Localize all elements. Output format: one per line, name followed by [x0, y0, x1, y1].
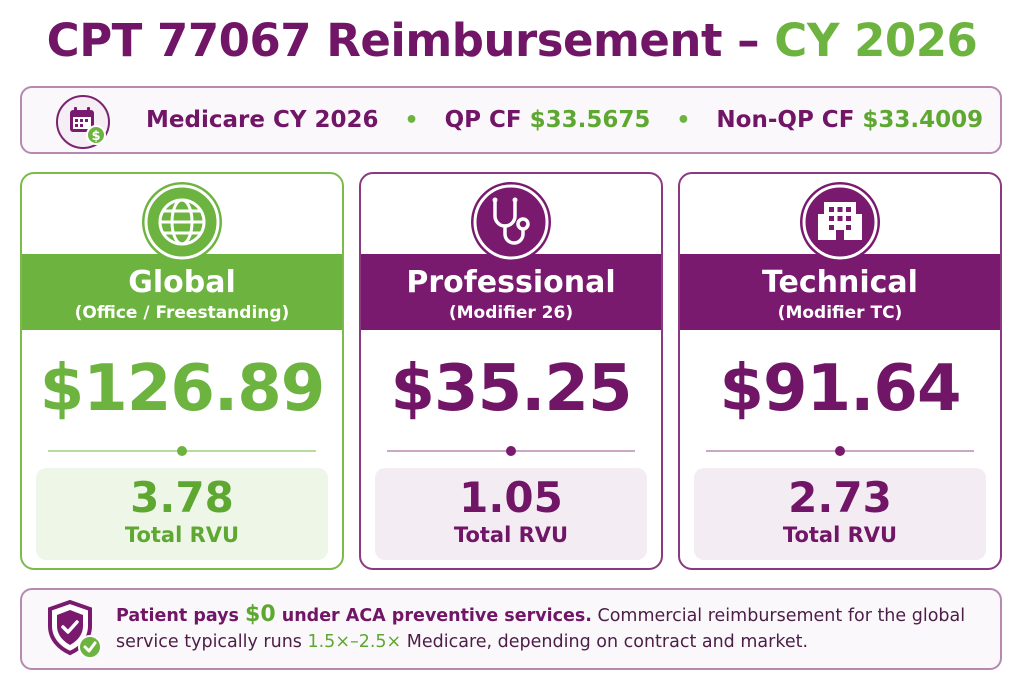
card-subtitle: (Office / Freestanding)	[74, 303, 290, 323]
separator-dot: •	[676, 107, 691, 133]
card-subtitle: (Modifier 26)	[448, 303, 574, 323]
note-body1: Commercial reimbursement for the global …	[116, 606, 966, 652]
note-body2: Medicare, depending on contract and mark…	[401, 632, 809, 652]
note-multiplier: 1.5×–2.5×	[307, 632, 402, 652]
qp-value: $33.5675	[529, 107, 651, 133]
svg-text:$: $	[91, 129, 100, 144]
rvu-box: 3.78 Total RVU	[36, 468, 328, 560]
rvu-label: Total RVU	[782, 523, 898, 547]
nonqp-label: Non-QP CF	[716, 107, 855, 133]
card-subtitle: (Modifier TC)	[777, 303, 903, 323]
rvu-value: 1.05	[459, 473, 563, 522]
shield-check-icon	[44, 598, 104, 662]
divider	[706, 446, 974, 456]
rvu-value: 2.73	[788, 473, 892, 522]
page-title: CPT 77067 Reimbursement – CY 2026	[0, 14, 1024, 67]
rvu-box: 1.05 Total RVU	[375, 468, 647, 560]
stethoscope-icon	[471, 182, 551, 262]
info-text: Medicare CY 2026 • QP CF $33.5675 • Non-…	[146, 88, 983, 152]
calendar-dollar-icon: $	[56, 95, 110, 149]
price-value: $126.89	[39, 352, 326, 426]
card-header: Professional (Modifier 26)	[361, 254, 661, 330]
note-lead2: under ACA preventive services.	[275, 606, 592, 626]
rvu-value: 3.78	[130, 473, 234, 522]
rvu-label: Total RVU	[453, 523, 569, 547]
card-header: Global (Office / Freestanding)	[22, 254, 342, 330]
nonqp-value: $33.4009	[862, 107, 984, 133]
note-amount: $0	[245, 602, 276, 627]
technical-card: Technical (Modifier TC) $91.64 2.73 Tota…	[678, 172, 1002, 570]
title-main: CPT 77067 Reimbursement –	[46, 14, 775, 67]
card-title: Global	[128, 265, 236, 300]
price-value: $35.25	[390, 352, 633, 426]
separator-dot: •	[404, 107, 419, 133]
global-card: Global (Office / Freestanding) $126.89 3…	[20, 172, 344, 570]
rvu-label: Total RVU	[124, 523, 240, 547]
card-header: Technical (Modifier TC)	[680, 254, 1000, 330]
building-icon	[800, 182, 880, 262]
rvu-box: 2.73 Total RVU	[694, 468, 986, 560]
divider	[387, 446, 635, 456]
price-value: $91.64	[719, 352, 962, 426]
info-bar: $ Medicare CY 2026 • QP CF $33.5675 • No…	[20, 86, 1002, 154]
title-accent: CY 2026	[774, 14, 978, 67]
card-title: Technical	[762, 265, 918, 300]
note-lead: Patient pays	[116, 606, 246, 626]
professional-card: Professional (Modifier 26) $35.25 1.05 T…	[359, 172, 663, 570]
card-title: Professional	[406, 265, 616, 300]
patient-note: Patient pays $0 under ACA preventive ser…	[20, 588, 1002, 670]
globe-icon	[142, 182, 222, 262]
medicare-year: Medicare CY 2026	[146, 107, 379, 133]
qp-label: QP CF	[444, 107, 522, 133]
note-text: Patient pays $0 under ACA preventive ser…	[116, 602, 986, 655]
divider	[48, 446, 316, 456]
